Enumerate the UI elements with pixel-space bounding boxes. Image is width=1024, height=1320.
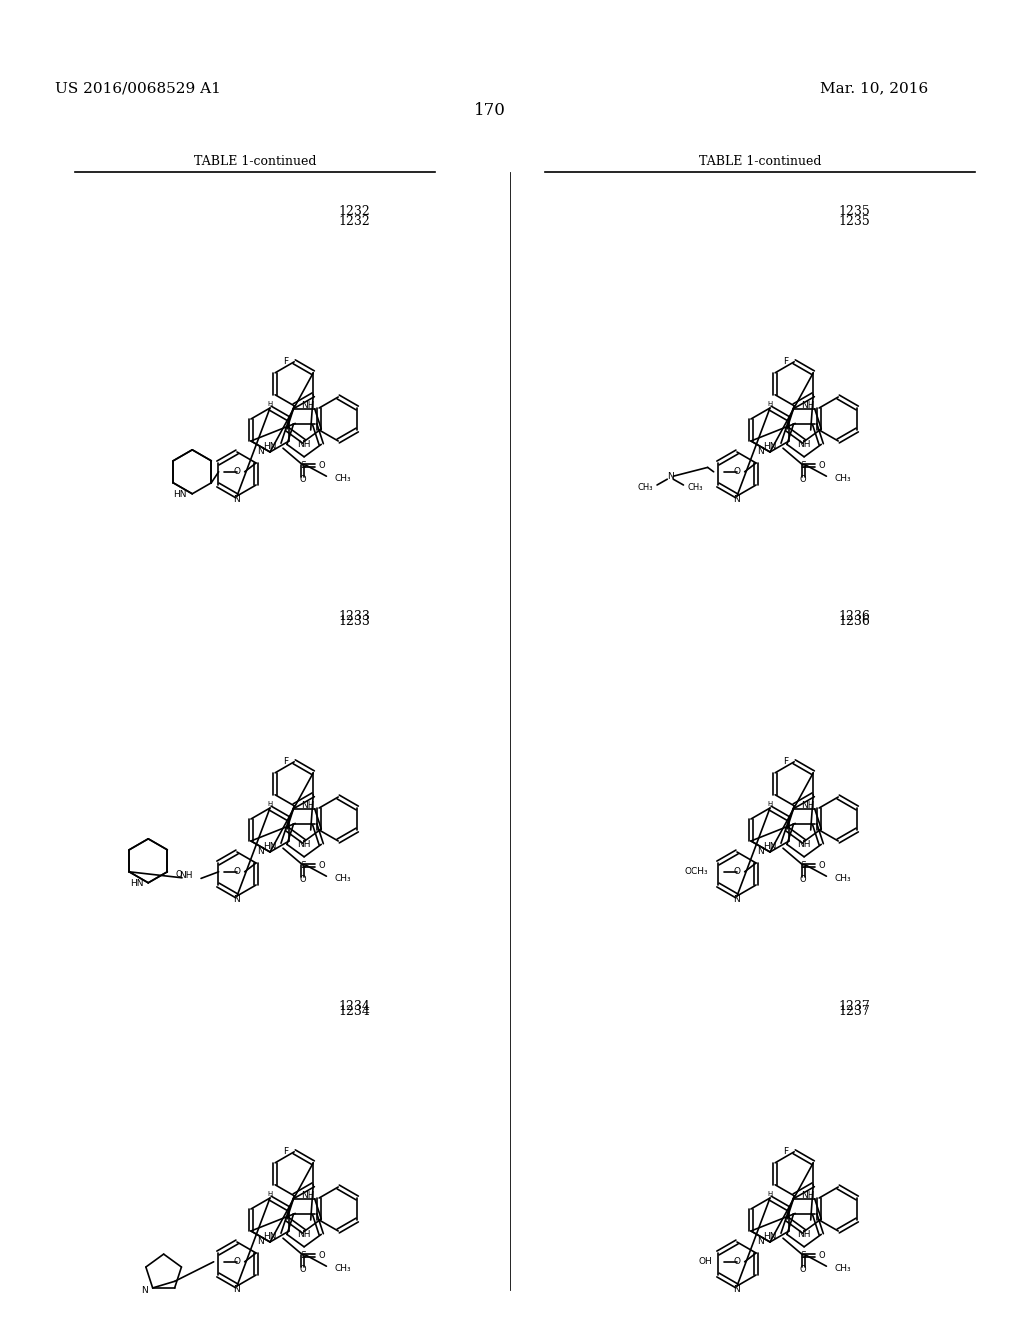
Text: O: O <box>318 861 325 870</box>
Text: F: F <box>283 758 288 767</box>
Text: HN: HN <box>263 842 278 850</box>
Text: HN: HN <box>263 442 278 450</box>
Text: NH: NH <box>797 840 810 849</box>
Text: O: O <box>800 475 806 484</box>
Text: S: S <box>800 861 806 870</box>
Text: HN: HN <box>764 442 777 450</box>
Text: O: O <box>800 875 806 884</box>
Text: H: H <box>267 801 272 807</box>
Text: O: O <box>733 467 740 477</box>
Text: HN: HN <box>764 1232 777 1241</box>
Text: O: O <box>300 475 306 484</box>
Text: S: S <box>800 461 806 470</box>
Text: NH: NH <box>797 440 810 449</box>
Text: 1233: 1233 <box>338 615 370 628</box>
Text: NH: NH <box>301 401 315 411</box>
Text: O: O <box>733 1257 740 1266</box>
Text: OCH₃: OCH₃ <box>684 867 708 876</box>
Text: HN: HN <box>130 879 143 888</box>
Text: 1236: 1236 <box>838 615 870 628</box>
Text: N: N <box>758 447 764 457</box>
Text: S: S <box>300 461 306 470</box>
Text: N: N <box>233 495 241 504</box>
Text: N: N <box>667 471 674 480</box>
Text: CH₃: CH₃ <box>835 874 851 883</box>
Text: O: O <box>818 461 825 470</box>
Text: 170: 170 <box>474 102 506 119</box>
Text: F: F <box>283 1147 288 1156</box>
Text: 1236: 1236 <box>838 610 870 623</box>
Text: NH: NH <box>301 1192 315 1200</box>
Text: 1232: 1232 <box>338 205 370 218</box>
Text: 1237: 1237 <box>839 1001 870 1012</box>
Text: F: F <box>783 358 788 366</box>
Text: CH₃: CH₃ <box>335 1263 351 1272</box>
Text: NH: NH <box>297 440 310 449</box>
Text: S: S <box>300 1250 306 1259</box>
Text: N: N <box>257 447 264 457</box>
Text: H: H <box>267 401 272 407</box>
Text: O: O <box>800 1265 806 1274</box>
Text: OH: OH <box>698 1257 712 1266</box>
Text: H: H <box>767 1191 773 1197</box>
Text: TABLE 1-continued: TABLE 1-continued <box>194 154 316 168</box>
Text: O: O <box>818 861 825 870</box>
Text: CH₃: CH₃ <box>835 474 851 483</box>
Text: O: O <box>318 1250 325 1259</box>
Text: N: N <box>233 1284 241 1294</box>
Text: 1232: 1232 <box>338 215 370 228</box>
Text: HN: HN <box>764 842 777 850</box>
Text: N: N <box>733 1284 740 1294</box>
Text: O: O <box>318 461 325 470</box>
Text: H: H <box>267 1191 272 1197</box>
Text: 1234: 1234 <box>338 1001 370 1012</box>
Text: CH₃: CH₃ <box>335 874 351 883</box>
Text: H: H <box>767 801 773 807</box>
Text: S: S <box>300 861 306 870</box>
Text: O: O <box>233 467 241 477</box>
Text: Mar. 10, 2016: Mar. 10, 2016 <box>820 81 928 95</box>
Text: N: N <box>733 495 740 504</box>
Text: N: N <box>733 895 740 904</box>
Text: NH: NH <box>179 871 193 880</box>
Text: NH: NH <box>797 1230 810 1239</box>
Text: NH: NH <box>297 840 310 849</box>
Text: O: O <box>733 867 740 876</box>
Text: 1237: 1237 <box>839 1005 870 1018</box>
Text: CH₃: CH₃ <box>637 483 652 492</box>
Text: F: F <box>783 758 788 767</box>
Text: O: O <box>176 870 182 879</box>
Text: HN: HN <box>263 1232 278 1241</box>
Text: 1234: 1234 <box>338 1005 370 1018</box>
Text: N: N <box>758 847 764 857</box>
Text: NH: NH <box>802 401 815 411</box>
Text: N: N <box>257 847 264 857</box>
Text: NH: NH <box>301 801 315 810</box>
Text: N: N <box>141 1287 147 1295</box>
Text: US 2016/0068529 A1: US 2016/0068529 A1 <box>55 81 221 95</box>
Text: NH: NH <box>297 1230 310 1239</box>
Text: O: O <box>233 1257 241 1266</box>
Text: O: O <box>818 1250 825 1259</box>
Text: O: O <box>300 1265 306 1274</box>
Text: N: N <box>257 1238 264 1246</box>
Text: 1235: 1235 <box>839 205 870 218</box>
Text: CH₃: CH₃ <box>835 1263 851 1272</box>
Text: TABLE 1-continued: TABLE 1-continued <box>698 154 821 168</box>
Text: O: O <box>233 867 241 876</box>
Text: F: F <box>783 1147 788 1156</box>
Text: HN: HN <box>173 490 186 499</box>
Text: 1233: 1233 <box>338 610 370 623</box>
Text: 1235: 1235 <box>839 215 870 228</box>
Text: N: N <box>233 895 241 904</box>
Text: NH: NH <box>802 1192 815 1200</box>
Text: N: N <box>758 1238 764 1246</box>
Text: CH₃: CH₃ <box>688 483 703 492</box>
Text: NH: NH <box>802 801 815 810</box>
Text: F: F <box>283 358 288 366</box>
Text: S: S <box>800 1250 806 1259</box>
Text: O: O <box>300 875 306 884</box>
Text: CH₃: CH₃ <box>335 474 351 483</box>
Text: H: H <box>767 401 773 407</box>
